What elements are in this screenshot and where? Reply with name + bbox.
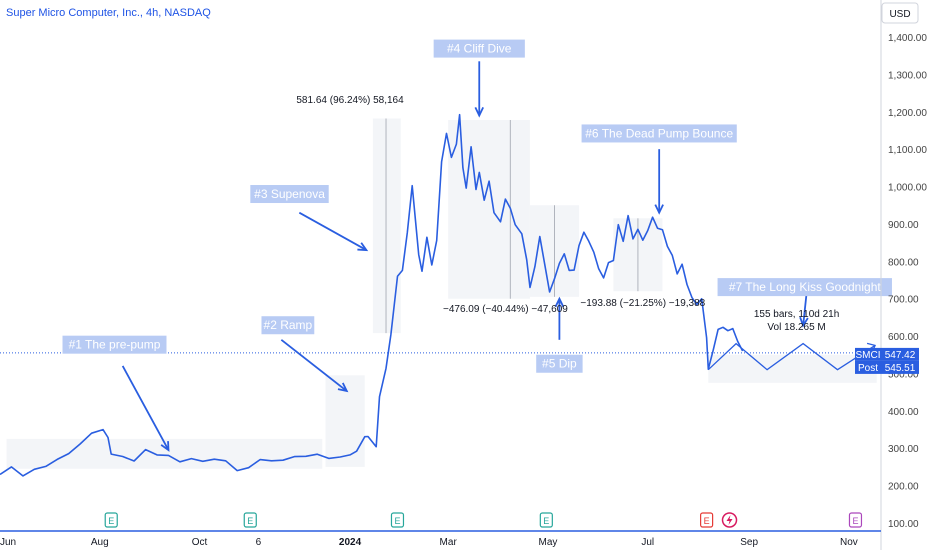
currency-label: USD (889, 9, 910, 20)
event-letter: E (247, 516, 253, 526)
annotation-labels-layer: #1 The pre-pump #2 Ramp #3 Supenova #4 Clif… (62, 39, 892, 373)
annotation-text: #6 The Dead Pump Bounce (585, 126, 733, 140)
measurement-label: 155 bars, 110d 21h (754, 309, 839, 320)
price-tick-label: 800.00 (888, 257, 919, 268)
time-tick-label: Jun (0, 537, 16, 548)
price-tag: SMCI 547.42 (855, 347, 919, 361)
price-tick-label: 200.00 (888, 482, 919, 493)
split-event-icon[interactable] (721, 512, 738, 528)
measurement-label: Vol 18.265 M (767, 322, 825, 333)
price-tag-value: 545.51 (885, 363, 916, 374)
price-tag-ticker: Post (858, 363, 878, 374)
annotation-text: #7 The Long Kiss Goodnight (729, 280, 882, 294)
time-tick-label: 6 (256, 537, 262, 548)
time-axis: Jun Aug Oct 6 2024 Mar May Jul Sep Nov (0, 530, 881, 548)
range-box (708, 354, 877, 383)
annotation-label[interactable]: #4 Cliff Dive (433, 39, 525, 58)
price-tag-value: 547.42 (885, 350, 916, 361)
measurement-label: −193.88 (−21.25%) −19,388 (580, 298, 705, 309)
price-tick-label: 1,000.00 (888, 183, 927, 194)
annotation-label[interactable]: #1 The pre-pump (62, 335, 167, 354)
price-tick-label: 1,200.00 (888, 108, 927, 119)
event-letter: E (108, 516, 114, 526)
price-tick-label: 300.00 (888, 444, 919, 455)
annotation-arrow (280, 339, 349, 393)
measurement-label: 581.64 (96.24%) 58,164 (296, 95, 404, 106)
price-tick-label: 400.00 (888, 407, 919, 418)
annotation-text: #3 Supenova (254, 187, 325, 201)
annotation-arrow (799, 294, 809, 328)
annotation-label[interactable]: #6 The Dead Pump Bounce (581, 124, 737, 143)
event-letter: E (543, 516, 549, 526)
annotation-text: #2 Ramp (264, 318, 313, 332)
price-tick-label: 1,400.00 (888, 33, 927, 44)
earnings-event-icon[interactable]: E (700, 512, 714, 528)
price-axis: 100.00 200.00 300.00 400.00 500.00 600.00 700.… (880, 0, 927, 550)
earnings-event-icon[interactable]: E (848, 512, 863, 528)
price-labels-layer: SMCI 547.42 Post 545.51 (855, 347, 919, 374)
price-tick-label: 700.00 (888, 295, 919, 306)
earnings-event-icon[interactable]: E (104, 512, 118, 528)
event-letter: E (852, 516, 858, 526)
range-box (372, 118, 401, 334)
earnings-event-icon[interactable]: E (390, 512, 405, 528)
time-tick-label: May (539, 537, 558, 548)
price-tick-label: 600.00 (888, 332, 919, 343)
annotation-arrow (474, 61, 484, 118)
annotation-bg (250, 185, 329, 204)
annotation-arrow (654, 149, 664, 215)
price-tag: Post 545.51 (855, 360, 919, 374)
time-tick-label: 2024 (339, 537, 362, 548)
price-tick-label: 500.00 (888, 369, 919, 380)
annotation-arrow (298, 211, 369, 252)
time-tick-label: Nov (840, 537, 858, 548)
annotation-bg (536, 354, 583, 373)
range-box (448, 119, 530, 299)
measurement-labels-layer: 581.64 (96.24%) 58,164 −476.09 (−40.44%) … (296, 95, 839, 333)
event-letter: E (394, 516, 400, 526)
chart-title: Super Micro Computer, Inc., 4h, NASDAQ (6, 7, 211, 19)
annotation-arrows-layer (121, 61, 809, 452)
earnings-event-icon[interactable]: E (539, 512, 553, 528)
measurement-label: −476.09 (−40.44%) −47,609 (443, 304, 568, 315)
annotation-label[interactable]: #2 Ramp (261, 316, 315, 335)
price-tick-label: 900.00 (888, 220, 919, 231)
time-tick-label: Oct (192, 537, 208, 548)
annotation-bg (581, 124, 737, 143)
time-tick-label: Aug (91, 537, 109, 548)
time-tick-label: Mar (440, 537, 458, 548)
annotation-label[interactable]: #3 Supenova (250, 185, 329, 204)
annotation-label[interactable]: #5 Dip (536, 354, 583, 373)
annotation-bg (261, 316, 315, 335)
projection-path (707, 342, 876, 371)
price-line (0, 113, 744, 477)
annotation-arrow (121, 365, 170, 452)
annotation-bg (717, 278, 892, 297)
annotation-bg (433, 39, 525, 58)
price-tag-ticker: SMCI (856, 350, 881, 361)
annotation-text: #4 Cliff Dive (447, 42, 512, 56)
earnings-event-icon[interactable]: E (243, 512, 257, 528)
event-letter: E (704, 516, 710, 526)
currency-button[interactable]: USD (881, 2, 919, 24)
price-tick-label: 1,300.00 (888, 70, 927, 81)
annotation-label[interactable]: #7 The Long Kiss Goodnight (717, 278, 892, 297)
time-tick-label: Jul (641, 537, 654, 548)
annotation-text: #1 The pre-pump (69, 338, 161, 352)
price-tick-label: 1,100.00 (888, 145, 927, 156)
price-tick-label: 100.00 (888, 519, 919, 530)
annotation-text: #5 Dip (542, 357, 577, 371)
time-tick-label: Sep (740, 537, 758, 548)
annotation-bg (62, 335, 167, 354)
annotation-arrow (554, 296, 565, 340)
